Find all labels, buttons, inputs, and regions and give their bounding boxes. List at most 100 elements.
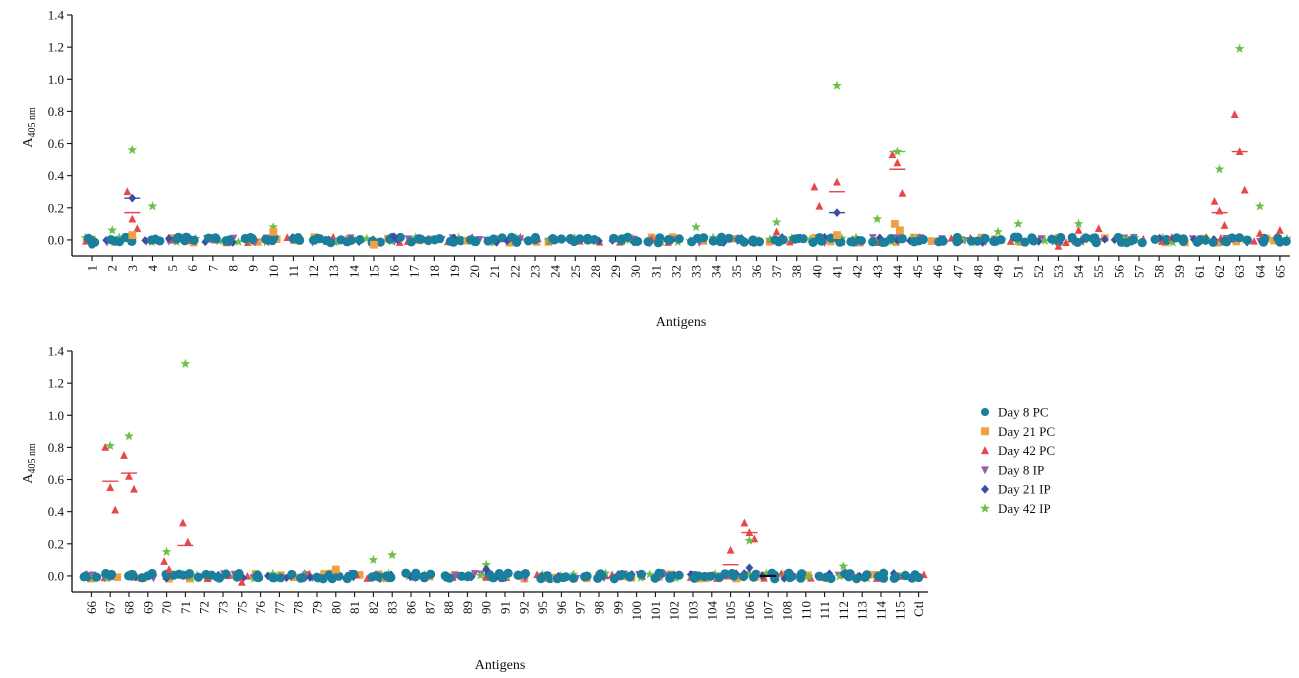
top-point: [507, 232, 517, 243]
bottom-point: [410, 572, 421, 582]
bottom-x-tick-label: 100: [629, 601, 644, 621]
bottom-point: [381, 571, 392, 581]
top-x-tick-label: 4: [145, 265, 160, 272]
bottom-point: [348, 569, 359, 579]
bottom-point: [355, 571, 364, 579]
top-point: [993, 226, 1003, 237]
top-x-tick-label: 63: [1232, 265, 1247, 278]
bottom-point: [738, 571, 748, 582]
bottom-point: [674, 570, 684, 580]
top-point: [691, 221, 701, 232]
bottom-point: [113, 573, 122, 581]
top-point: [471, 236, 481, 247]
bottom-y-tick-label: 0.0: [48, 568, 64, 583]
legend-marker: [980, 503, 990, 513]
top-x-tick-label: 22: [507, 265, 522, 278]
top-point: [1056, 232, 1066, 243]
top-point: [897, 234, 907, 244]
top-point: [1230, 110, 1239, 119]
top-point: [846, 237, 856, 247]
bottom-point: [306, 573, 314, 582]
top-x-tick-label: 38: [789, 265, 804, 278]
top-point: [633, 236, 643, 246]
top-point: [210, 233, 221, 243]
legend-label: Day 21 IP: [998, 482, 1051, 497]
top-point: [663, 234, 673, 245]
top-point: [1006, 237, 1015, 245]
top-point: [1081, 233, 1091, 243]
top-point: [575, 234, 585, 244]
top-x-tick-label: 31: [648, 265, 663, 278]
bottom-point: [487, 572, 497, 582]
bottom-point: [387, 549, 398, 560]
legend-marker: [981, 427, 989, 436]
bottom-point: [727, 568, 737, 579]
bottom-point: [312, 572, 322, 582]
bottom-point: [106, 483, 115, 491]
bottom-point: [221, 569, 231, 579]
top-point: [1037, 235, 1046, 243]
bottom-x-tick-label: 98: [592, 601, 607, 614]
bottom-point: [710, 568, 720, 578]
top-point: [928, 237, 936, 245]
bottom-x-tick-label: 79: [310, 601, 325, 614]
bottom-point: [120, 451, 128, 459]
legend-label: Day 42 PC: [998, 443, 1055, 458]
bottom-point: [625, 572, 635, 582]
top-x-tick-label: 47: [950, 265, 965, 279]
top-point: [765, 234, 775, 244]
bottom-x-tick-label: 106: [742, 601, 757, 621]
top-point: [88, 240, 96, 249]
bottom-point: [201, 569, 211, 580]
bottom-x-tick-label: 73: [216, 601, 231, 614]
bottom-x-tick-label: 112: [836, 601, 851, 620]
top-point: [254, 238, 262, 246]
top-point: [896, 226, 904, 235]
bottom-y-tick-label: 1.0: [48, 408, 64, 423]
bottom-point: [561, 572, 571, 582]
top-point: [395, 232, 405, 243]
top-point: [708, 236, 718, 246]
top-y-tick-label: 1.0: [48, 72, 64, 87]
top-point: [674, 234, 684, 244]
bottom-point: [787, 571, 797, 582]
legend-marker: [981, 446, 989, 455]
top-point: [342, 237, 352, 247]
top-x-tick-label: 59: [1172, 265, 1187, 278]
bottom-point: [419, 571, 429, 581]
top-point: [293, 233, 303, 243]
bottom-point: [744, 535, 755, 545]
top-point: [128, 231, 137, 240]
top-point: [918, 234, 928, 245]
top-x-tick-label: 40: [809, 265, 824, 278]
bottom-y-tick-label: 1.4: [48, 344, 65, 359]
bottom-point: [650, 573, 660, 583]
bottom-x-tick-label: 96: [554, 601, 569, 615]
top-point: [128, 214, 137, 223]
top-point: [1016, 238, 1024, 246]
bottom-point: [125, 471, 133, 480]
bottom-point: [821, 572, 832, 582]
top-point: [489, 234, 499, 244]
bottom-point: [320, 570, 328, 578]
bottom-point: [160, 557, 168, 565]
bottom-point: [636, 569, 647, 579]
top-x-tick-label: 3: [125, 265, 140, 272]
bottom-x-tick-label: 90: [479, 601, 494, 614]
bottom-point: [237, 577, 246, 586]
top-point: [1192, 237, 1202, 247]
legend-marker: [981, 484, 989, 494]
top-point: [724, 233, 734, 243]
top-point: [754, 237, 765, 247]
top-x-tick-label: 10: [266, 265, 281, 278]
bottom-point: [705, 571, 716, 581]
top-point: [1234, 233, 1245, 243]
top-point: [814, 232, 825, 243]
top-point: [1276, 225, 1284, 234]
bottom-point: [368, 554, 379, 564]
top-x-tick-label: 24: [548, 265, 563, 279]
top-x-tick-label: 29: [608, 265, 623, 278]
top-point: [1240, 185, 1249, 194]
top-x-tick-label: 17: [407, 265, 422, 279]
